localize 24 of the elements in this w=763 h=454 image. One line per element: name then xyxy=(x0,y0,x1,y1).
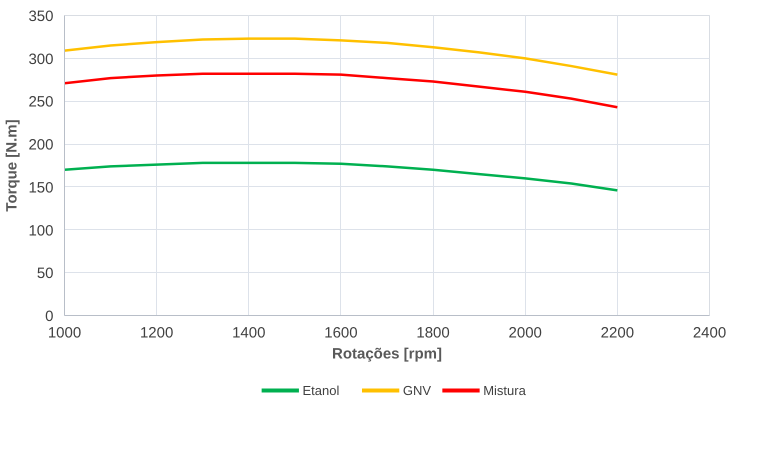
y-tick-label: 100 xyxy=(28,222,54,240)
y-tick-label: 150 xyxy=(28,179,54,196)
x-tick-label: 2200 xyxy=(600,324,634,342)
legend-label: GNV xyxy=(402,383,432,398)
y-tick-label: 50 xyxy=(36,265,54,282)
y-tick-label: 350 xyxy=(28,8,54,25)
y-tick-label: 300 xyxy=(28,50,54,68)
x-tick-label: 2400 xyxy=(692,324,726,342)
x-axis-title: Rotações [rpm] xyxy=(332,346,442,362)
line-series xyxy=(64,72,619,108)
x-tick-label: 1800 xyxy=(416,324,450,342)
line-series xyxy=(64,162,619,192)
line-series xyxy=(64,37,619,76)
x-tick-label: 2000 xyxy=(508,324,542,342)
legend-label: Mistura xyxy=(483,383,527,398)
x-tick-label: 1400 xyxy=(232,324,266,342)
x-tick-label: 1200 xyxy=(140,324,174,342)
y-tick-label: 250 xyxy=(28,94,54,111)
x-tick-label: 1000 xyxy=(48,324,82,342)
y-axis-title: Torque [N.m] xyxy=(3,119,20,212)
y-tick-label: 0 xyxy=(45,308,54,325)
y-tick-label: 200 xyxy=(28,136,54,154)
x-tick-label: 1600 xyxy=(324,324,358,342)
legend-label: Etanol xyxy=(302,383,340,398)
